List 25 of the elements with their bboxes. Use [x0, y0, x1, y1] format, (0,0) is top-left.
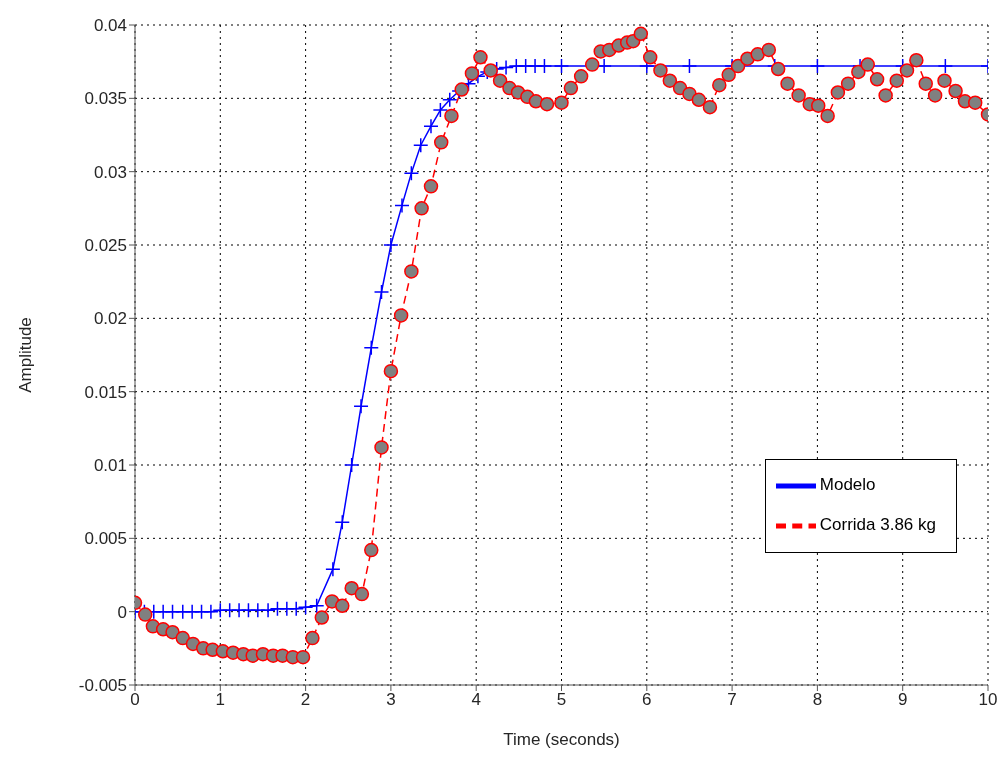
y-tick-label: 0 [117, 602, 127, 622]
y-tick-label: 0.015 [84, 382, 127, 402]
y-tick-label: 0.01 [93, 456, 127, 476]
x-tick-label: 6 [642, 690, 652, 710]
y-tick-label: -0.005 [78, 676, 127, 696]
y-tick-label: 0.005 [84, 529, 127, 549]
x-tick-label: 8 [812, 690, 823, 710]
x-tick-label: 9 [897, 690, 908, 710]
y-tick-label: 0.025 [84, 236, 127, 256]
x-tick-label: 3 [386, 690, 396, 710]
legend-label: Modelo [819, 475, 876, 495]
legend-label: Corrida 3.86 kg [819, 515, 936, 535]
x-tick-label: 5 [556, 690, 567, 710]
x-tick-label: 2 [300, 690, 311, 710]
x-axis-title: Time (seconds) [503, 730, 620, 749]
x-tick-label: 0 [130, 690, 140, 710]
x-tick-label: 10 [978, 690, 998, 710]
y-tick-label: 0.03 [93, 162, 127, 182]
x-tick-label: 1 [215, 690, 226, 710]
y-tick-label: 0.04 [93, 16, 127, 36]
y-axis-title: Amplitude [16, 317, 36, 393]
x-tick-label: 4 [471, 690, 481, 710]
x-tick-label: 7 [727, 690, 737, 710]
y-tick-label: 0.035 [84, 89, 127, 109]
y-tick-label: 0.02 [93, 309, 127, 329]
